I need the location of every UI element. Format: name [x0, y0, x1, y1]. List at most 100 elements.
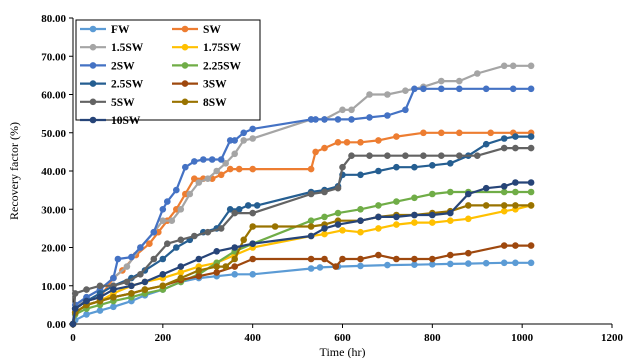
data-point-5sw: [339, 163, 346, 171]
data-point-3sw: [231, 263, 238, 270]
data-point-8sw: [307, 223, 315, 230]
data-point-8sw: [213, 263, 220, 270]
legend-label: 1.75SW: [203, 42, 242, 54]
legend-marker: [89, 43, 97, 51]
data-point-2-5sw: [393, 163, 400, 171]
data-point-5sw: [402, 152, 409, 159]
data-point-2-5sw: [482, 140, 490, 148]
data-point-2-5sw: [159, 255, 167, 263]
data-point-5sw: [474, 152, 481, 159]
data-point-fw: [500, 259, 508, 267]
data-point-1-5sw: [384, 91, 391, 98]
data-point-10sw: [141, 278, 149, 286]
data-point-5sw: [438, 152, 445, 159]
data-point-sw: [357, 139, 364, 146]
x-tick-label: 200: [155, 332, 172, 344]
data-point-2sw: [527, 85, 535, 93]
data-point-2-5sw: [500, 135, 508, 142]
data-point-8sw: [231, 255, 238, 263]
data-point-5sw: [512, 144, 519, 152]
data-point-2sw: [411, 85, 418, 93]
x-tick-label: 1000: [511, 332, 534, 344]
data-point-1-75sw: [321, 230, 328, 238]
data-point-10sw: [159, 271, 167, 278]
data-point-2sw: [321, 116, 328, 123]
x-tick-label: 800: [424, 332, 441, 344]
data-point-3sw: [375, 251, 382, 259]
data-point-3sw: [512, 242, 519, 249]
data-point-2sw: [420, 85, 427, 93]
data-point-5sw: [150, 255, 158, 263]
legend-marker: [89, 62, 97, 69]
data-point-1-75sw: [411, 219, 418, 226]
data-point-10sw: [213, 248, 220, 255]
y-tick-label: 60.00: [41, 90, 66, 102]
data-point-10sw: [128, 282, 135, 290]
data-point-8sw: [110, 293, 117, 301]
data-point-1-75sw: [429, 219, 436, 226]
data-point-5sw: [177, 236, 185, 244]
legend-label: SW: [203, 24, 221, 36]
data-point-1-75sw: [357, 228, 364, 236]
data-point-2-5sw: [253, 202, 261, 209]
data-point-2-5sw: [512, 133, 519, 140]
data-point-1-75sw: [393, 221, 400, 228]
data-point-fw: [83, 311, 90, 318]
legend-label: 1.5SW: [111, 42, 144, 54]
data-point-10sw: [307, 232, 315, 240]
series-5sw: [69, 144, 535, 328]
data-point-3sw: [393, 255, 400, 263]
data-point-1-5sw: [159, 217, 167, 224]
data-point-1-5sw: [195, 179, 203, 186]
data-point-5sw: [384, 152, 391, 159]
data-point-8sw: [512, 202, 519, 209]
data-point-1-5sw: [204, 175, 212, 182]
data-point-5sw: [96, 282, 104, 290]
data-point-2sw: [366, 114, 373, 121]
chart-legend: FW SW 1.5SW 1.75SW 2SW 2.25SW 2.5SW 3SW 5SW 8SW 10…: [75, 19, 261, 127]
data-point-2-25sw: [393, 198, 400, 205]
data-point-1-5sw: [366, 91, 373, 98]
data-point-1-5sw: [456, 77, 463, 85]
data-point-5sw: [420, 152, 427, 159]
data-point-2sw: [173, 186, 180, 194]
data-point-1-75sw: [447, 217, 454, 224]
data-point-5sw: [348, 152, 355, 159]
data-point-2sw: [150, 228, 158, 236]
data-point-10sw: [357, 217, 364, 224]
data-point-2sw: [231, 137, 238, 144]
data-point-sw: [343, 139, 351, 146]
y-tick-label: 70.00: [41, 51, 66, 63]
data-point-5sw: [527, 144, 535, 152]
data-point-fw: [465, 260, 472, 267]
data-point-10sw: [500, 183, 508, 190]
data-point-5sw: [249, 209, 256, 217]
legend-marker: [181, 43, 189, 51]
data-point-2sw: [159, 206, 167, 213]
data-point-10sw: [110, 286, 117, 293]
data-point-2sw: [137, 244, 144, 251]
data-point-2-25sw: [357, 206, 364, 213]
data-point-1-75sw: [465, 215, 472, 223]
data-point-10sw: [249, 240, 256, 247]
data-point-10sw: [512, 179, 519, 186]
legend-item-10sw: 10SW: [80, 115, 141, 127]
data-point-fw: [307, 265, 315, 272]
data-point-5sw: [307, 190, 315, 198]
data-point-8sw: [500, 202, 508, 209]
data-point-sw: [312, 148, 319, 156]
data-point-8sw: [177, 274, 185, 282]
data-point-1-75sw: [177, 269, 185, 276]
data-point-8sw: [141, 286, 149, 293]
data-point-1-5sw: [474, 70, 481, 77]
legend-marker: [181, 80, 189, 87]
data-point-8sw: [240, 236, 247, 244]
x-axis-title: Time (hr): [320, 345, 366, 358]
y-tick-label: 40.00: [41, 166, 66, 178]
data-point-1-5sw: [177, 206, 185, 213]
data-point-5sw: [137, 271, 144, 278]
data-point-fw: [231, 271, 238, 278]
legend-item-2-5sw: 2.5SW: [80, 79, 144, 91]
data-point-2sw: [164, 198, 171, 205]
